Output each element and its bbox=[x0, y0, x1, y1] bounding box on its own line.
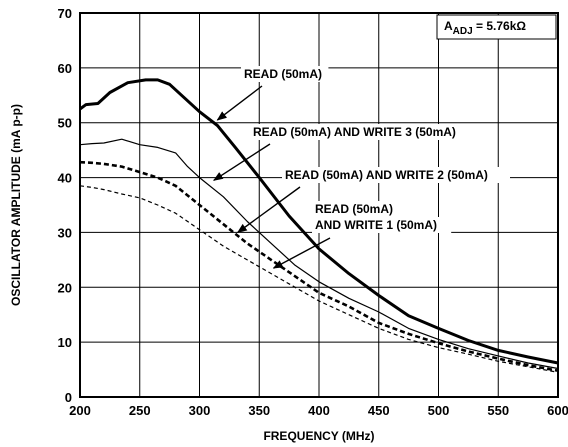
y-tick-label: 10 bbox=[58, 335, 72, 350]
series-layer bbox=[79, 78, 559, 373]
series-line-1 bbox=[79, 78, 559, 365]
annotation-3: READ (50mA) AND WRITE 2 (50mA) bbox=[236, 167, 510, 234]
x-tick-label: 550 bbox=[487, 403, 509, 418]
annotation-backing bbox=[312, 201, 400, 217]
annotation-backing bbox=[241, 66, 329, 82]
x-tick-label: 400 bbox=[308, 403, 330, 418]
y-tick-label: 40 bbox=[58, 171, 72, 186]
annotation-text: AND WRITE 1 (50mA) bbox=[315, 218, 437, 232]
annotation-text: READ (50mA) AND WRITE 3 (50mA) bbox=[253, 125, 456, 139]
annotation-text: READ (50mA) bbox=[244, 67, 322, 81]
x-axis-label: FREQUENCY (MHz) bbox=[263, 429, 374, 443]
series-line-3 bbox=[79, 160, 559, 372]
y-tick-label: 30 bbox=[58, 225, 72, 240]
plot-frame bbox=[79, 12, 559, 398]
series-line-4 bbox=[79, 185, 559, 373]
y-tick-label: 0 bbox=[65, 390, 72, 405]
annotation-arrow bbox=[236, 186, 301, 234]
annotation-text: READ (50mA) AND WRITE 2 (50mA) bbox=[285, 168, 488, 182]
tick-labels: 200 250 300 350 400 450 500 550 600 0 10 20 30 40 50 60… bbox=[58, 6, 568, 418]
annotations-layer: READ (50mA) READ (50mA) AND WRITE 3 (50mA… bbox=[213, 66, 510, 269]
annotation-backing bbox=[312, 217, 452, 233]
adj-resistance-badge: AADJ = 5.76kΩ bbox=[436, 14, 557, 40]
y-axis-label: OSCILLATOR AMPLITUDE (mA p-p) bbox=[9, 104, 23, 306]
badge-text: AADJ = 5.76kΩ bbox=[444, 19, 526, 37]
annotation-arrow bbox=[272, 237, 331, 269]
badge-box bbox=[436, 14, 557, 40]
y-tick-label: 20 bbox=[58, 280, 72, 295]
y-tick-label: 60 bbox=[58, 61, 72, 76]
x-tick-label: 600 bbox=[547, 403, 568, 418]
y-tick-label: 70 bbox=[58, 6, 72, 21]
annotation-backing bbox=[282, 167, 510, 183]
badge-prefix: A bbox=[444, 19, 453, 33]
x-tick-label: 500 bbox=[428, 403, 450, 418]
annotation-backing bbox=[250, 124, 478, 140]
x-tick-label: 350 bbox=[248, 403, 270, 418]
series-line-2 bbox=[79, 138, 559, 370]
annotation-text: READ (50mA) bbox=[315, 202, 393, 216]
annotation-arrow bbox=[216, 85, 263, 121]
x-tick-label: 200 bbox=[69, 403, 91, 418]
x-tick-label: 250 bbox=[129, 403, 151, 418]
annotation-arrow bbox=[213, 143, 271, 181]
x-tick-label: 300 bbox=[189, 403, 211, 418]
x-tick-label: 450 bbox=[368, 403, 390, 418]
badge-subscript: ADJ bbox=[453, 26, 473, 37]
annotation-2: READ (50mA) AND WRITE 3 (50mA) bbox=[213, 124, 478, 181]
badge-value: = 5.76kΩ bbox=[473, 19, 527, 33]
annotation-4: READ (50mA) AND WRITE 1 (50mA) bbox=[272, 201, 452, 269]
annotation-1: READ (50mA) bbox=[216, 66, 329, 121]
y-tick-label: 50 bbox=[58, 116, 72, 131]
